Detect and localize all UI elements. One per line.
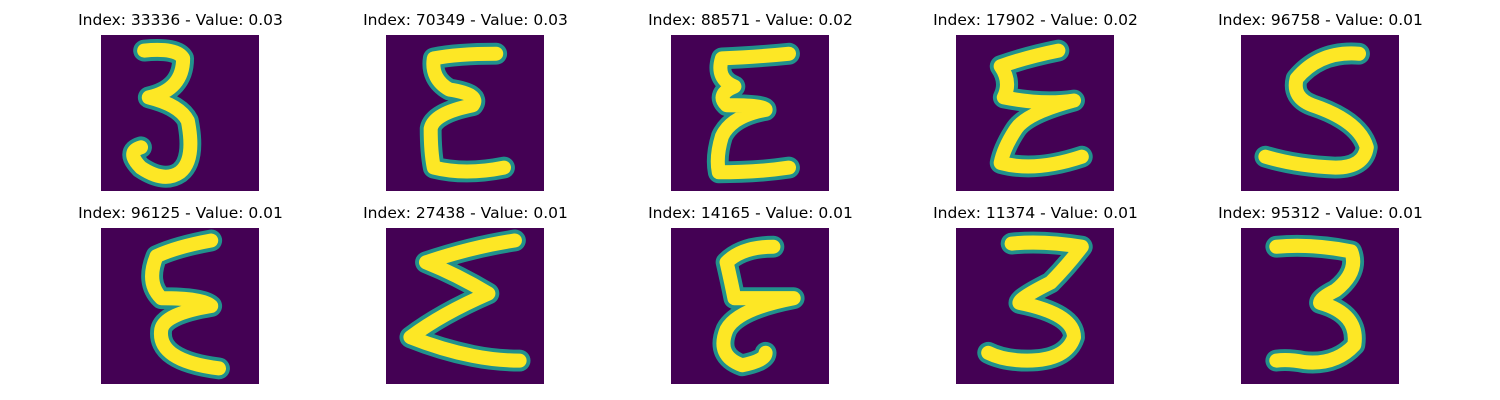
epsilon-icon (141, 229, 230, 380)
three-icon (1265, 234, 1366, 374)
three-icon (122, 38, 202, 188)
three-icon (977, 231, 1093, 372)
panel-title: Index: 14165 - Value: 0.01 (648, 204, 853, 222)
panel-title: Index: 33336 - Value: 0.03 (78, 11, 283, 29)
epsilon-icon (712, 235, 805, 377)
digit-image (671, 35, 829, 191)
digit-image (671, 228, 829, 384)
panel-5: Index: 96758 - Value: 0.01 (1178, 10, 1463, 200)
digit-image (101, 228, 259, 384)
panel-title: Index: 96758 - Value: 0.01 (1218, 11, 1423, 29)
panel-3: Index: 88571 - Value: 0.02 (608, 10, 893, 200)
s-icon (1254, 42, 1378, 179)
digit-image (956, 228, 1114, 384)
panel-title: Index: 17902 - Value: 0.02 (933, 11, 1138, 29)
panel-1: Index: 33336 - Value: 0.03 (38, 10, 323, 200)
panel-title: Index: 88571 - Value: 0.02 (648, 11, 853, 29)
digit-image (1241, 228, 1399, 384)
digit-image (101, 35, 259, 191)
epsilon-icon (989, 39, 1093, 178)
epsilon-icon (419, 42, 515, 183)
panel-7: Index: 27438 - Value: 0.01 (323, 203, 608, 393)
panel-title: Index: 27438 - Value: 0.01 (363, 204, 568, 222)
panel-title: Index: 95312 - Value: 0.01 (1218, 204, 1423, 222)
panel-title: Index: 70349 - Value: 0.03 (363, 11, 568, 29)
panel-2: Index: 70349 - Value: 0.03 (323, 10, 608, 200)
epsilon-icon (706, 42, 800, 184)
sigma-icon (399, 229, 531, 372)
panel-6: Index: 96125 - Value: 0.01 (38, 203, 323, 393)
digit-image (386, 35, 544, 191)
panel-title: Index: 11374 - Value: 0.01 (933, 204, 1138, 222)
panel-title: Index: 96125 - Value: 0.01 (78, 204, 283, 222)
panel-8: Index: 14165 - Value: 0.01 (608, 203, 893, 393)
digit-image (956, 35, 1114, 191)
panel-10: Index: 95312 - Value: 0.01 (1178, 203, 1463, 393)
digit-image (386, 228, 544, 384)
panel-4: Index: 17902 - Value: 0.02 (893, 10, 1178, 200)
panel-9: Index: 11374 - Value: 0.01 (893, 203, 1178, 393)
digit-image (1241, 35, 1399, 191)
